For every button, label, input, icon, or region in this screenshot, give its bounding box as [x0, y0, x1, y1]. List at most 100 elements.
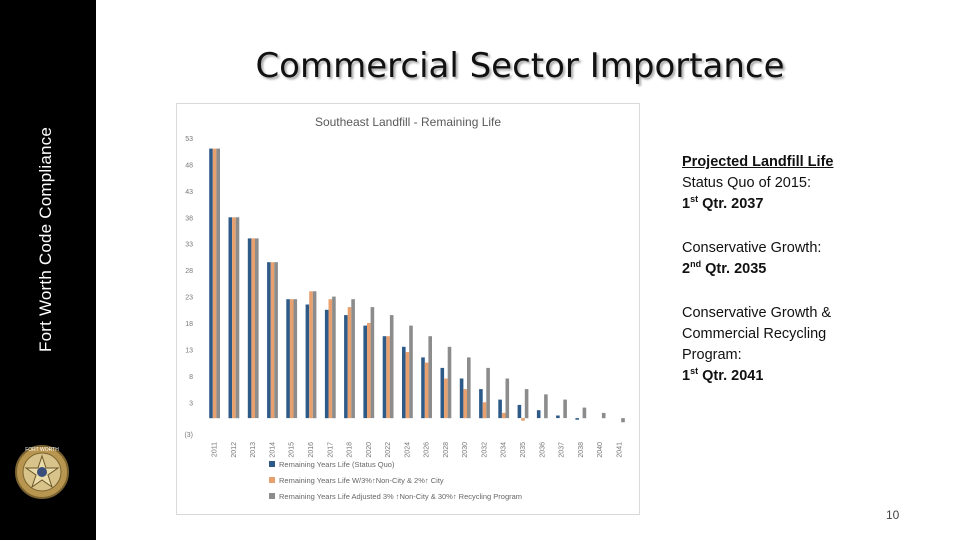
bar [255, 238, 259, 419]
y-tick-label: 33 [185, 242, 193, 249]
bar [344, 315, 348, 419]
legend-swatch [269, 461, 275, 467]
bar [370, 307, 375, 419]
bar [440, 367, 445, 419]
x-tick-label: 2020 [366, 442, 373, 458]
bar [479, 389, 483, 419]
x-tick-label: 2015 [289, 442, 296, 458]
chart-svg: Southeast Landfill - Remaining Life 53 48 4… [184, 115, 625, 501]
x-tick-label: 2013 [250, 442, 257, 458]
x-tick-label: 2037 [559, 442, 566, 458]
x-tick-label: 2041 [616, 442, 623, 458]
chart: Southeast Landfill - Remaining Life 53 48 4… [176, 103, 640, 515]
bar [521, 418, 525, 421]
bar [444, 378, 448, 419]
slide-title: Commercial Sector Importance [255, 46, 785, 86]
y-tick-label: 3 [189, 400, 193, 407]
x-tick-label: 2034 [501, 442, 508, 458]
bar [216, 148, 220, 419]
y-tick-label: 43 [185, 189, 193, 196]
bar [459, 378, 464, 419]
bar [209, 148, 213, 419]
note-label: Status Quo of 2015: [682, 175, 811, 191]
page-number: 10 [886, 508, 900, 522]
x-tick-label: 2035 [520, 442, 527, 458]
bar [405, 352, 410, 419]
y-tick-label: 8 [189, 374, 193, 381]
bar [601, 412, 606, 419]
y-tick-label: 23 [185, 295, 193, 302]
x-tick-label: 2022 [385, 442, 392, 458]
bar [293, 299, 298, 419]
bar [351, 299, 355, 419]
bar [463, 389, 467, 419]
y-tick-label: (3) [184, 432, 193, 439]
x-tick-label: 2028 [443, 442, 450, 458]
legend-label: Remaining Years Life W/3%↑Non-City & 2%↑… [279, 476, 444, 485]
bar [505, 378, 510, 419]
legend-label: Remaining Years Life Adjusted 3% ↑Non-Ci… [279, 492, 522, 501]
bar [309, 291, 313, 419]
bar [305, 304, 310, 419]
bar [232, 217, 236, 419]
bar [332, 296, 336, 419]
bar [382, 336, 387, 419]
y-tick-label: 48 [185, 162, 193, 169]
bar [363, 325, 367, 419]
x-tick-label: 2014 [269, 442, 276, 458]
bar [235, 217, 240, 419]
x-tick-label: 2024 [404, 442, 411, 458]
x-tick-label: 2011 [212, 442, 219, 457]
bar [312, 291, 317, 419]
y-tick-label: 28 [185, 268, 193, 275]
bar [409, 325, 413, 419]
sidebar: Fort Worth Code Compliance FORT WORTH [0, 0, 96, 540]
bar [536, 410, 541, 419]
bar [582, 407, 587, 419]
badge-logo-icon: FORT WORTH [15, 445, 69, 499]
bar [575, 418, 579, 420]
bar [501, 412, 506, 419]
bar [428, 336, 432, 419]
bar [251, 238, 255, 419]
x-tick-label: 2016 [308, 442, 315, 458]
chart-title: Southeast Landfill - Remaining Life [315, 115, 501, 129]
bar [556, 415, 560, 419]
x-tick-label: 2012 [231, 442, 238, 458]
y-tick-label: 53 [185, 136, 193, 143]
note-label: Conservative Growth: [682, 240, 822, 256]
vertical-title: Fort Worth Code Compliance [36, 126, 55, 352]
bar [247, 238, 252, 419]
bar [367, 323, 371, 419]
bar [447, 346, 452, 419]
notes-heading: Projected Landfill Life [682, 154, 834, 170]
bar [498, 399, 502, 419]
x-tick-label: 2018 [347, 442, 354, 458]
notes-panel: Projected Landfill Life Status Quo of 20… [682, 152, 922, 410]
bar [467, 357, 471, 419]
svg-text:FORT WORTH: FORT WORTH [25, 447, 59, 453]
note-label: Conservative Growth & [682, 305, 832, 321]
legend-label: Remaining Years Life (Status Quo) [279, 460, 395, 469]
bar [486, 367, 490, 419]
bar [324, 309, 329, 419]
bar [421, 357, 425, 419]
bar [424, 362, 429, 419]
bar [347, 307, 352, 419]
x-tick-label: 2038 [578, 442, 585, 458]
bar [517, 404, 522, 419]
y-tick-label: 18 [185, 321, 193, 328]
bar [482, 402, 487, 419]
bar [389, 315, 394, 419]
bar [386, 336, 390, 419]
x-tick-label: 2032 [481, 442, 488, 458]
bar [524, 389, 529, 419]
x-tick-label: 2026 [424, 442, 431, 458]
bar [212, 148, 217, 419]
legend-swatch [269, 477, 275, 483]
y-tick-label: 38 [185, 215, 193, 222]
bar [621, 418, 625, 423]
bar [228, 217, 233, 419]
bar [328, 299, 333, 419]
note-label: Commercial Recycling [682, 326, 827, 342]
